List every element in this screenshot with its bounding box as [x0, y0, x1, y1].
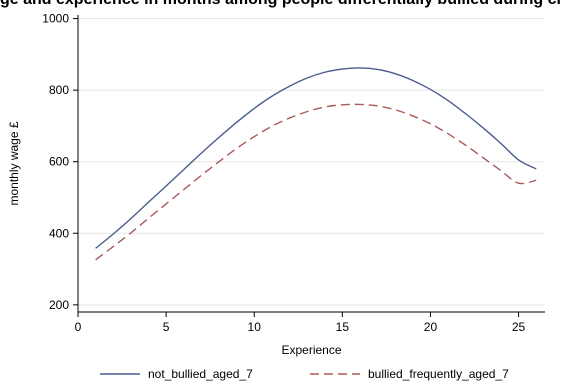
x-tick-label-0: 0: [75, 320, 82, 334]
x-tick-label-10: 10: [248, 320, 262, 334]
x-tick-label-20: 20: [424, 320, 438, 334]
legend-label-not_bullied_aged_7: not_bullied_aged_7: [148, 367, 253, 381]
series-lines: [95, 67, 537, 261]
y-tick-label-400: 400: [49, 226, 69, 240]
x-axis-title: Experience: [281, 343, 341, 357]
x-tick-label-25: 25: [512, 320, 526, 334]
y-tick-label-1000: 1000: [42, 12, 69, 26]
legend: not_bullied_aged_7 bullied_frequently_age…: [100, 367, 509, 381]
y-tick-label-200: 200: [49, 298, 69, 312]
axes: [73, 15, 545, 317]
y-tick-label-800: 800: [49, 83, 69, 97]
x-tick-label-5: 5: [163, 320, 170, 334]
grid-lines: [78, 18, 545, 306]
axis-labels: 200 400 600 800 1000 0 5 10 15 20 25 Experience mont…: [7, 12, 526, 357]
series-line-not_bullied_aged_7: [95, 67, 537, 249]
legend-label-bullied_frequently_aged_7: bullied_frequently_aged_7: [368, 367, 509, 381]
x-tick-label-15: 15: [336, 320, 350, 334]
series-line-bullied_frequently_aged_7: [95, 103, 537, 261]
chart-title-fragment: ge and experience in months among people…: [0, 0, 563, 10]
y-tick-label-600: 600: [49, 155, 69, 169]
y-axis-title: monthly wage £: [7, 121, 21, 205]
